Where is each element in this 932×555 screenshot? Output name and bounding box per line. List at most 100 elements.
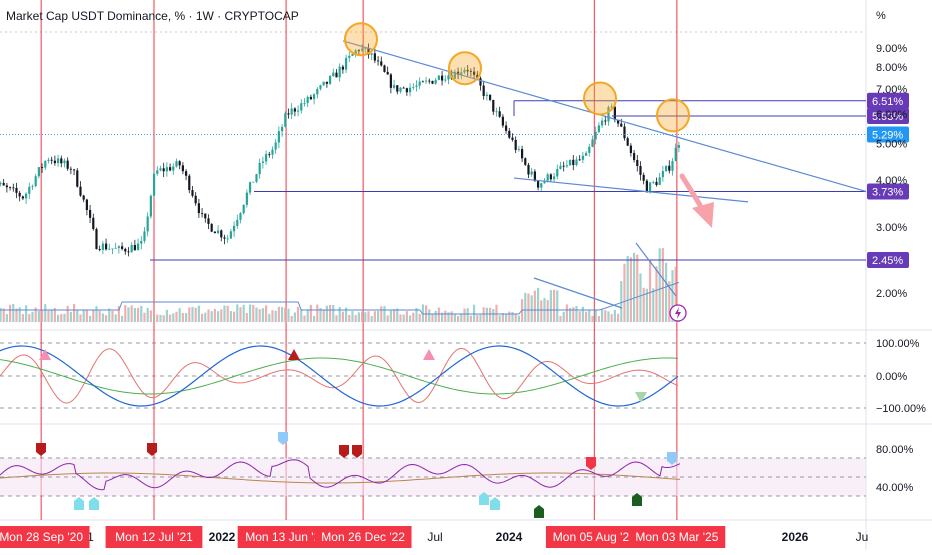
candle-body bbox=[520, 149, 524, 159]
candle-body bbox=[664, 165, 668, 172]
candle-body bbox=[76, 170, 79, 187]
stoch-signal-up bbox=[423, 349, 435, 360]
candle-body bbox=[162, 168, 165, 172]
volume-bar bbox=[245, 313, 248, 322]
candle-body bbox=[28, 186, 31, 194]
peak-circle bbox=[656, 98, 690, 133]
candle-body bbox=[140, 240, 143, 244]
candle-body bbox=[600, 120, 604, 126]
volume-bar bbox=[533, 290, 536, 322]
volume-bar bbox=[530, 295, 533, 322]
y-tick-label: 7.00% bbox=[876, 84, 907, 96]
stochastic-pane: 100.00% 0.00% −100.00% bbox=[0, 338, 926, 415]
candle-body bbox=[405, 88, 408, 93]
candle-body bbox=[447, 75, 450, 80]
volume-bar bbox=[104, 315, 108, 322]
candle-body bbox=[629, 145, 632, 154]
volume-bar bbox=[98, 310, 101, 322]
flash-icon-bolt bbox=[675, 307, 681, 319]
volume-bar bbox=[72, 304, 76, 322]
volume-bar bbox=[344, 307, 348, 322]
volume-bar bbox=[197, 305, 200, 322]
candle-body bbox=[437, 75, 440, 80]
volume-bar bbox=[540, 300, 543, 322]
volume-bar bbox=[338, 306, 341, 322]
volume-bar bbox=[597, 315, 600, 322]
stoch-k-line bbox=[0, 347, 679, 404]
candle-body bbox=[325, 81, 328, 84]
volume-bar bbox=[418, 313, 421, 322]
peak-circle bbox=[344, 22, 378, 57]
price-label-bg bbox=[867, 92, 909, 109]
candle-body bbox=[578, 159, 581, 161]
chart-title: Market Cap USDT Dominance, % · 1W · CRYP… bbox=[6, 9, 299, 23]
candle-body bbox=[63, 160, 66, 164]
y-tick-label: 5.00% bbox=[876, 139, 907, 151]
y-tick-label: 2.00% bbox=[876, 288, 907, 300]
x-tick-label: 2024 bbox=[496, 530, 523, 544]
volume-bar bbox=[252, 304, 255, 322]
candle-body bbox=[408, 87, 412, 93]
rsi-signal-marker bbox=[534, 505, 544, 518]
candle-body bbox=[207, 218, 210, 224]
volume-bar bbox=[69, 311, 72, 322]
candle-body bbox=[341, 66, 344, 70]
volume-bar bbox=[479, 314, 482, 322]
candle-body bbox=[581, 155, 584, 160]
candle-body bbox=[546, 174, 549, 181]
volume-bar bbox=[175, 311, 178, 322]
volume-bar bbox=[437, 307, 440, 322]
candle-body bbox=[412, 86, 415, 88]
volume-bar bbox=[31, 311, 34, 322]
volume-bar bbox=[5, 314, 8, 322]
volume-bar bbox=[309, 304, 312, 322]
candle-body bbox=[252, 181, 255, 183]
candle-body bbox=[293, 108, 296, 112]
rsi-signal-marker bbox=[479, 492, 489, 505]
volume-bar bbox=[613, 310, 616, 322]
price-label: 5.29% bbox=[872, 130, 903, 142]
price-label: 5.93% bbox=[872, 111, 903, 123]
volume-bar bbox=[92, 309, 95, 322]
volume-bar bbox=[133, 307, 136, 322]
volume-bar bbox=[450, 311, 453, 322]
candle-body bbox=[677, 145, 680, 148]
candle-body bbox=[488, 94, 492, 100]
candle-body bbox=[632, 153, 636, 160]
volume-bar bbox=[517, 315, 520, 322]
volume-bar bbox=[405, 311, 408, 322]
volume-bar bbox=[300, 309, 303, 322]
candle-body bbox=[338, 66, 341, 78]
volume-bar bbox=[604, 310, 607, 322]
volume-bar bbox=[469, 315, 472, 322]
volume-bar bbox=[568, 308, 572, 322]
volume-bar bbox=[498, 315, 501, 322]
candle-body bbox=[655, 181, 658, 185]
date-tag-label: Mon 12 Jul '21 bbox=[115, 530, 193, 544]
candle-body bbox=[648, 182, 652, 193]
volume-bar bbox=[348, 314, 351, 322]
candle-body bbox=[229, 231, 232, 239]
volume-bar bbox=[495, 304, 498, 322]
projection-arrow bbox=[679, 173, 714, 228]
candle-body bbox=[0, 182, 2, 185]
candle-body bbox=[172, 166, 175, 171]
candle-body bbox=[370, 53, 373, 55]
candle-body bbox=[268, 154, 271, 155]
candle-body bbox=[540, 183, 543, 188]
flash-icon[interactable] bbox=[669, 304, 687, 322]
candle-body bbox=[626, 138, 629, 146]
volume-bar bbox=[274, 310, 277, 322]
stoch-d-line bbox=[0, 345, 679, 407]
price-axis[interactable]: 9.00% 8.00% 7.00% 6.00% 5.00% 4.00% 3.00% 2.00%… bbox=[876, 10, 907, 300]
volume-bar bbox=[40, 310, 44, 322]
candle-body bbox=[108, 248, 111, 250]
candle-body bbox=[236, 219, 239, 226]
candle-body bbox=[156, 170, 159, 174]
volume-bar bbox=[303, 315, 306, 322]
volume-bar bbox=[34, 307, 37, 322]
volume-bar bbox=[236, 304, 239, 322]
candle-body bbox=[159, 168, 162, 171]
volume-bar bbox=[373, 311, 376, 322]
peak-circle bbox=[448, 51, 482, 86]
